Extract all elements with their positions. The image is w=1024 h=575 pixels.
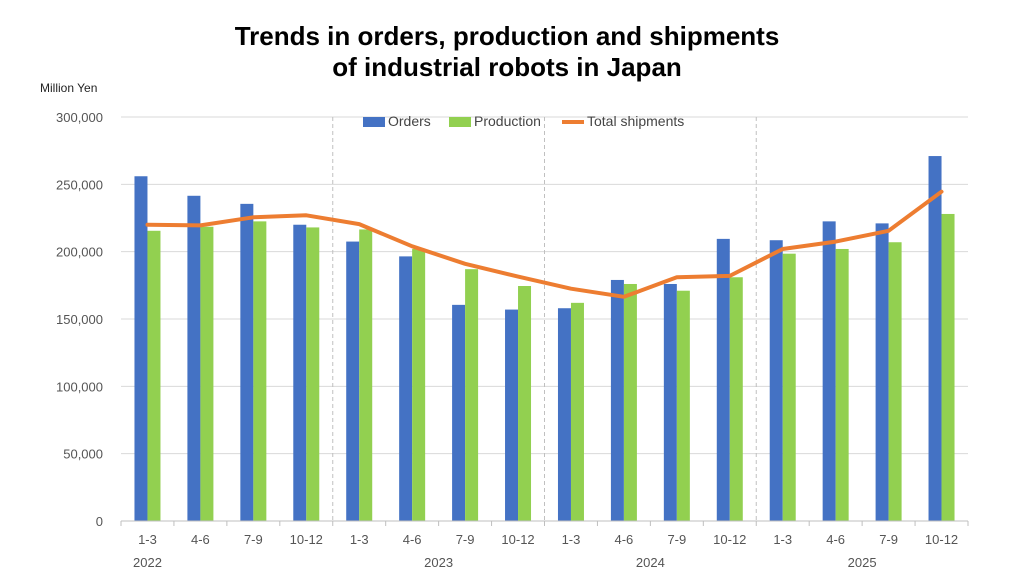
- legend-production-swatch: [449, 117, 471, 127]
- shipments-line-group: [145, 189, 944, 299]
- y-tick-label: 0: [96, 514, 103, 529]
- production-bar: [306, 227, 320, 521]
- x-tick-label: 4-6: [615, 532, 634, 547]
- x-axis: 1-3 4-6 7-9 10-12 1-3 4-6 7-9 10-12 1-3 4-6 7-9 10-…: [120, 520, 969, 570]
- legend-production-label: Production: [474, 113, 541, 129]
- production-bar: [465, 269, 479, 521]
- orders-bar: [875, 223, 889, 522]
- x-tick-label: 7-9: [456, 532, 475, 547]
- x-tick-label: 7-9: [244, 532, 263, 547]
- production-bar: [676, 290, 690, 521]
- year-separators: [332, 117, 757, 521]
- year-label: 2024: [636, 555, 665, 570]
- y-tick-label: 50,000: [63, 447, 103, 462]
- y-tick-label: 100,000: [56, 379, 103, 394]
- y-tick-label: 200,000: [56, 245, 103, 260]
- orders-bar: [505, 309, 519, 521]
- production-bar: [782, 253, 796, 522]
- shipments-line: [145, 189, 944, 299]
- orders-bar: [663, 283, 677, 521]
- x-tick-label: 10-12: [713, 532, 746, 547]
- production-bar: [359, 229, 373, 522]
- orders-bar: [452, 304, 466, 521]
- year-label: 2025: [848, 555, 877, 570]
- y-tick-label: 150,000: [56, 312, 103, 327]
- y-tick-label: 250,000: [56, 177, 103, 192]
- production-bar: [147, 230, 161, 521]
- orders-bar: [822, 221, 836, 521]
- orders-bar: [769, 240, 783, 521]
- orders-bar: [346, 241, 360, 522]
- orders-bar: [187, 195, 201, 521]
- orders-bar: [240, 203, 254, 522]
- production-bar: [570, 302, 584, 521]
- production-bar: [729, 277, 743, 521]
- x-tick-label: 7-9: [879, 532, 898, 547]
- production-bar: [412, 248, 426, 521]
- orders-bar: [928, 156, 942, 521]
- year-label: 2022: [133, 555, 162, 570]
- year-label: 2023: [424, 555, 453, 570]
- production-bar: [253, 221, 267, 521]
- production-bar: [835, 248, 849, 521]
- x-tick-label: 4-6: [191, 532, 210, 547]
- orders-bar: [610, 279, 624, 521]
- y-axis-unit-label: Million Yen: [40, 81, 97, 95]
- y-tick-label: 300,000: [56, 110, 103, 125]
- x-tick-label: 4-6: [826, 532, 845, 547]
- x-tick-label: 10-12: [501, 532, 534, 547]
- production-bar: [888, 242, 902, 522]
- chart-title-line-1: Trends in orders, production and shipmen…: [235, 21, 780, 51]
- orders-bar: [716, 238, 730, 521]
- chart-title-line-2: of industrial robots in Japan: [332, 52, 682, 82]
- orders-bar: [134, 176, 148, 521]
- x-tick-label: 1-3: [562, 532, 581, 547]
- x-tick-label: 1-3: [138, 532, 157, 547]
- x-tick-label: 10-12: [290, 532, 323, 547]
- production-bar: [518, 286, 532, 521]
- x-tick-label: 4-6: [403, 532, 422, 547]
- orders-bar: [399, 256, 413, 521]
- legend-orders-swatch: [363, 117, 385, 127]
- x-tick-label: 1-3: [773, 532, 792, 547]
- bars: [134, 156, 955, 522]
- production-bar: [623, 283, 637, 521]
- x-tick-label: 7-9: [667, 532, 686, 547]
- orders-bar: [557, 308, 571, 521]
- orders-bar: [293, 224, 307, 521]
- x-tick-label: 10-12: [925, 532, 958, 547]
- legend: Orders Production Total shipments: [363, 113, 684, 129]
- y-axis: 0 50,000 100,000 150,000 200,000 250,000 300,0…: [56, 110, 103, 529]
- x-tick-label: 1-3: [350, 532, 369, 547]
- legend-orders-label: Orders: [388, 113, 431, 129]
- production-bar: [200, 226, 214, 521]
- production-bar: [941, 213, 955, 521]
- legend-shipments-label: Total shipments: [587, 113, 684, 129]
